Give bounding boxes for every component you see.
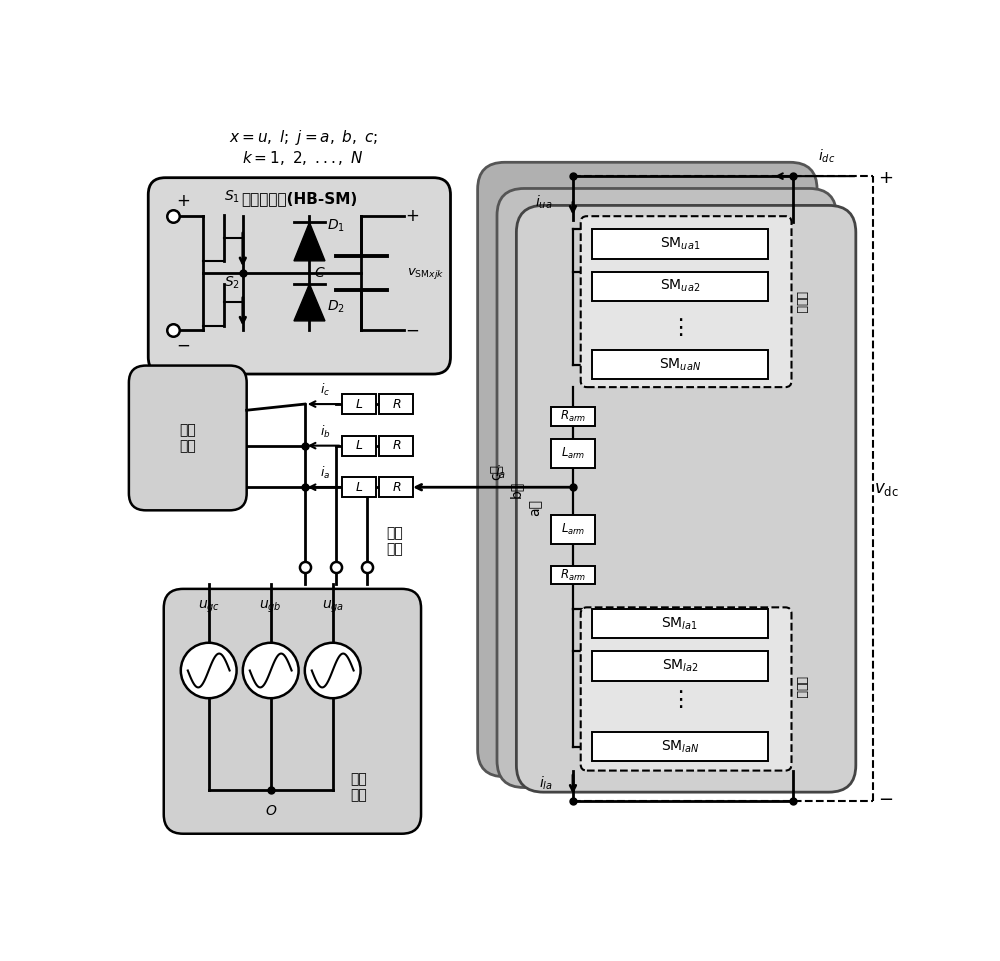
Bar <box>592 350 768 380</box>
Text: $\mathrm{SM}_{laN}$: $\mathrm{SM}_{laN}$ <box>661 738 699 755</box>
Text: 上桥臂: 上桥臂 <box>794 291 807 313</box>
Bar <box>342 394 376 414</box>
Text: −: − <box>176 336 190 355</box>
Text: $D_1$: $D_1$ <box>327 217 345 234</box>
Text: $\mathrm{SM}_{ua1}$: $\mathrm{SM}_{ua1}$ <box>660 235 700 252</box>
Bar <box>551 439 595 468</box>
Bar <box>342 478 376 497</box>
Text: $L_{arm}$: $L_{arm}$ <box>561 522 585 537</box>
Text: 下桥臂: 下桥臂 <box>794 677 807 699</box>
Text: $\mathrm{SM}_{la2}$: $\mathrm{SM}_{la2}$ <box>662 657 698 674</box>
Text: +: + <box>405 208 419 225</box>
FancyBboxPatch shape <box>581 607 792 771</box>
Text: −: − <box>405 321 419 339</box>
Text: $R_{arm}$: $R_{arm}$ <box>560 408 586 424</box>
Text: 交流
电网: 交流 电网 <box>351 773 367 802</box>
Text: $R$: $R$ <box>392 398 401 410</box>
Text: $x=u,\ l;\ j=a,\ b,\ c;$: $x=u,\ l;\ j=a,\ b,\ c;$ <box>229 128 378 147</box>
Polygon shape <box>294 222 325 260</box>
Text: $\mathrm{SM}_{la1}$: $\mathrm{SM}_{la1}$ <box>661 615 698 631</box>
Bar <box>551 515 595 544</box>
Text: $u_{ga}$: $u_{ga}$ <box>322 600 344 615</box>
Circle shape <box>305 643 361 699</box>
Text: $L_{arm}$: $L_{arm}$ <box>561 446 585 461</box>
Text: c相: c相 <box>489 464 503 480</box>
FancyBboxPatch shape <box>478 162 817 776</box>
Text: $L$: $L$ <box>355 398 363 410</box>
Text: $R$: $R$ <box>392 439 401 452</box>
FancyBboxPatch shape <box>516 206 856 792</box>
Bar <box>592 272 768 301</box>
Text: $i_a$: $i_a$ <box>320 465 330 481</box>
Text: $i_b$: $i_b$ <box>320 424 330 440</box>
FancyBboxPatch shape <box>129 365 247 510</box>
Text: 半桥子模块(HB-SM): 半桥子模块(HB-SM) <box>241 191 358 206</box>
Text: −: − <box>878 791 894 809</box>
Text: $S_2$: $S_2$ <box>224 274 240 290</box>
Polygon shape <box>294 283 325 321</box>
Bar <box>342 435 376 456</box>
Text: +: + <box>176 192 190 209</box>
Text: $v_{\mathrm{dc}}$: $v_{\mathrm{dc}}$ <box>874 480 898 498</box>
Text: $\mathrm{SM}_{ua2}$: $\mathrm{SM}_{ua2}$ <box>660 278 700 294</box>
Text: $O$: $O$ <box>265 803 277 818</box>
Bar <box>592 609 768 638</box>
Text: $i_a$: $i_a$ <box>495 463 506 480</box>
Text: $i_{ua}$: $i_{ua}$ <box>535 193 553 211</box>
Text: $i_{dc}$: $i_{dc}$ <box>818 147 835 165</box>
Circle shape <box>181 643 237 699</box>
Text: $v_{\mathrm{SM}xjk}$: $v_{\mathrm{SM}xjk}$ <box>407 265 444 281</box>
FancyBboxPatch shape <box>581 216 792 387</box>
Text: +: + <box>879 169 894 186</box>
Bar <box>592 652 768 680</box>
Text: a相: a相 <box>528 499 542 516</box>
Text: $C$: $C$ <box>314 266 326 281</box>
Bar <box>551 407 595 426</box>
Text: b相: b相 <box>509 480 523 498</box>
Text: $R_{arm}$: $R_{arm}$ <box>560 567 586 582</box>
FancyBboxPatch shape <box>148 178 450 374</box>
Text: $L$: $L$ <box>355 439 363 452</box>
Text: $\mathrm{SM}_{uaN}$: $\mathrm{SM}_{uaN}$ <box>659 357 701 373</box>
Text: $i_c$: $i_c$ <box>320 382 330 398</box>
Text: $D_2$: $D_2$ <box>327 299 345 315</box>
FancyBboxPatch shape <box>164 589 421 834</box>
Text: $u_{gc}$: $u_{gc}$ <box>198 600 220 615</box>
Circle shape <box>243 643 299 699</box>
Bar <box>551 566 595 584</box>
Text: $L$: $L$ <box>355 480 363 494</box>
Bar <box>379 435 413 456</box>
Text: $k=1,\ 2,\ ...,\ N$: $k=1,\ 2,\ ...,\ N$ <box>242 150 364 167</box>
Text: $R$: $R$ <box>392 480 401 494</box>
Bar <box>592 230 768 259</box>
FancyBboxPatch shape <box>497 188 836 787</box>
Text: ⋮: ⋮ <box>669 690 691 710</box>
Text: ⋮: ⋮ <box>669 318 691 338</box>
Text: 交流
端口: 交流 端口 <box>386 526 403 556</box>
Bar <box>379 478 413 497</box>
Text: 交流
负载: 交流 负载 <box>179 423 196 453</box>
Text: $u_{gb}$: $u_{gb}$ <box>259 600 282 615</box>
Bar <box>379 394 413 414</box>
Bar <box>592 732 768 761</box>
Text: $i_{la}$: $i_{la}$ <box>539 775 553 793</box>
Text: $S_1$: $S_1$ <box>224 188 240 205</box>
